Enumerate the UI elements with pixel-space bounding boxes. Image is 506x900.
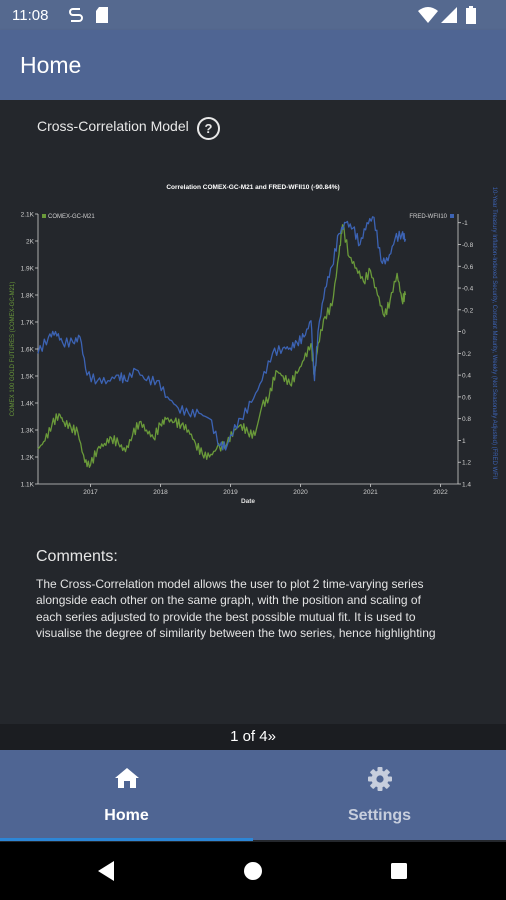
right-tick-label: -0.4 — [462, 286, 474, 293]
right-tick-label: -1 — [462, 220, 468, 227]
right-tick-label: 0.6 — [462, 394, 471, 401]
right-tick-label: -0.8 — [462, 242, 474, 249]
legend-swatch-fred — [450, 214, 454, 218]
chart-series — [37, 216, 407, 468]
nav-settings[interactable]: Settings — [253, 750, 506, 840]
right-tick-label: -0.6 — [462, 264, 474, 271]
signal-icon — [441, 7, 457, 23]
comments-line: each series adjusted to provide the best… — [36, 609, 416, 624]
left-tick-label: 1.1K — [21, 482, 35, 489]
active-tab-indicator — [0, 838, 253, 841]
left-tick-label: 1.2K — [21, 455, 35, 462]
legend-swatch-comex — [42, 214, 46, 218]
page-title: Home — [20, 52, 82, 78]
right-tick-label: 0.2 — [462, 351, 471, 358]
wifi-icon — [418, 7, 438, 23]
bottom-nav: Home Settings — [0, 750, 506, 840]
correlation-chart: 1.1K 1.2K 1.3K 1.4K 1.5K 1.6K 1.7K 1.8K 1.9K 2K 2.… — [10, 184, 497, 505]
left-tick-label: 2.1K — [21, 212, 35, 219]
right-tick-label: 0.8 — [462, 416, 471, 423]
left-axis-label: COMEX 100 GOLD FUTURES (COMEX-GC-M21) — [10, 282, 16, 417]
comments-line: The Cross-Correlation model allows the u… — [36, 577, 424, 591]
comments-line: alongside each other on the same graph, … — [36, 593, 421, 608]
x-axis-label: Date — [241, 498, 255, 505]
legend-label-fred: FRED-WFII10 — [409, 214, 447, 220]
home-circle-icon[interactable] — [243, 861, 263, 881]
left-tick-label: 1.6K — [21, 347, 35, 354]
x-tick-label: 2019 — [223, 489, 238, 496]
comments-heading: Comments: — [36, 548, 118, 565]
right-axis-label: 10-Year Treasury Inflation-Indexed Secur… — [491, 187, 497, 480]
status-bar: 11:08 — [0, 0, 506, 30]
pager: 1 of 4» — [0, 724, 506, 750]
x-tick-label: 2021 — [363, 489, 378, 496]
right-tick-label: 1 — [462, 438, 466, 445]
nav-home[interactable]: Home — [0, 750, 253, 840]
recents-icon[interactable] — [390, 862, 408, 880]
right-tick-label: -0.2 — [462, 307, 474, 314]
left-tick-label: 1.5K — [21, 374, 35, 381]
pager-text: 1 of 4 — [230, 728, 268, 745]
left-tick-label: 1.3K — [21, 428, 35, 435]
sd-card-icon — [96, 7, 108, 23]
series-line-fred — [37, 216, 407, 451]
left-tick-label: 1.4K — [21, 401, 35, 408]
next-page-icon[interactable]: » — [267, 728, 276, 745]
right-tick-label: 1.2 — [462, 460, 471, 467]
back-icon[interactable] — [96, 860, 116, 882]
series-line-comex — [37, 224, 407, 468]
legend-label-comex: COMEX-GC-M21 — [48, 214, 95, 220]
nav-home-label: Home — [104, 807, 149, 824]
x-tick-label: 2018 — [153, 489, 168, 496]
left-tick-label: 1.7K — [21, 320, 35, 327]
sync-icon — [69, 8, 83, 22]
chart-axes — [35, 213, 461, 487]
right-tick-label: 0.4 — [462, 373, 471, 380]
chart-text: 1.1K 1.2K 1.3K 1.4K 1.5K 1.6K 1.7K 1.8K 1.9K 2K 2.… — [10, 184, 497, 505]
home-icon — [115, 768, 139, 788]
app-bar: Home — [0, 30, 506, 100]
x-tick-label: 2020 — [293, 489, 308, 496]
gear-icon — [368, 767, 392, 791]
comments-line: visualise the degree of similarity betwe… — [36, 625, 436, 640]
content-area — [0, 100, 506, 750]
status-time: 11:08 — [12, 7, 49, 24]
nav-settings-label: Settings — [347, 807, 412, 824]
left-tick-label: 1.9K — [21, 266, 35, 273]
model-title: Cross-Correlation Model — [37, 118, 189, 134]
right-tick-label: 1.4 — [462, 482, 471, 489]
chart-title: Correlation COMEX-GC-M21 and FRED-WFII10… — [166, 184, 339, 191]
battery-icon — [466, 6, 476, 24]
right-tick-label: 0 — [462, 329, 466, 336]
comments-body: The Cross-Correlation model allows the u… — [36, 576, 476, 641]
system-nav-bar — [0, 842, 506, 900]
x-tick-label: 2022 — [433, 489, 448, 496]
left-tick-label: 2K — [26, 239, 35, 246]
left-tick-label: 1.8K — [21, 293, 35, 300]
help-icon[interactable]: ? — [197, 117, 220, 140]
x-tick-label: 2017 — [83, 489, 98, 496]
